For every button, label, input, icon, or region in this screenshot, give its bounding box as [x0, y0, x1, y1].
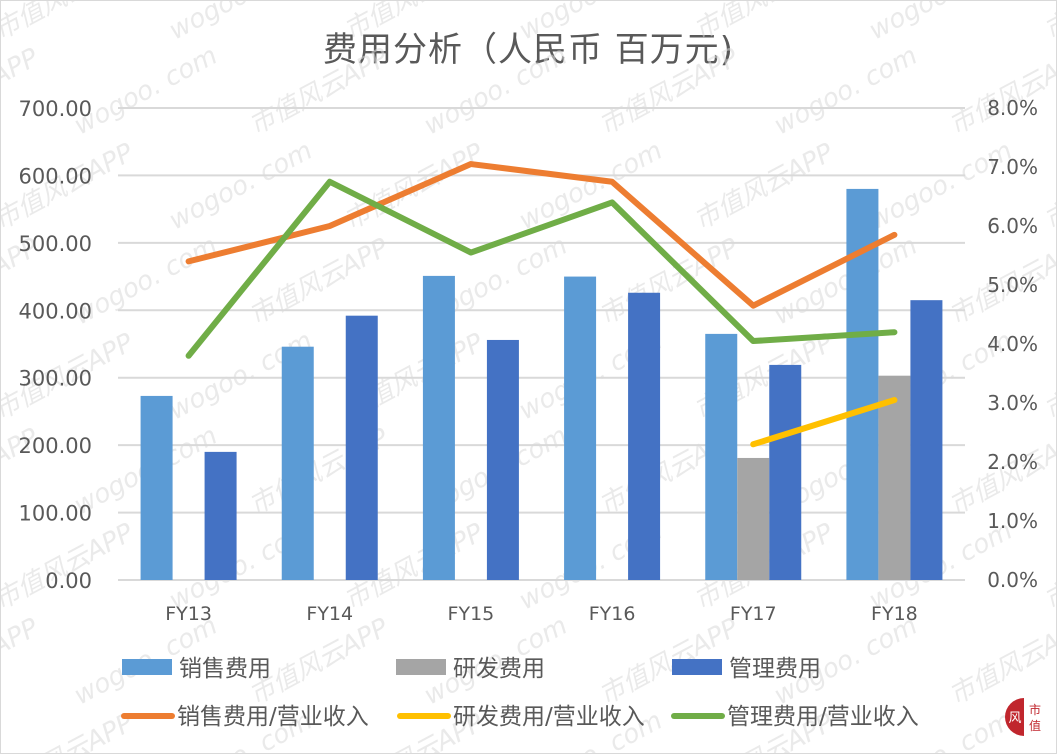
- watermark-text: 市值风云APP: [0, 0, 139, 46]
- watermark-text: wogoo. com: [514, 0, 667, 46]
- watermark-text: wogoo. com: [769, 41, 922, 141]
- svg-text:风: 风: [1008, 711, 1021, 726]
- watermark-text: 市值风云APP: [594, 43, 744, 142]
- chart-title: 费用分析（人民币 百万元): [322, 30, 735, 70]
- bar: [878, 375, 911, 580]
- y-right-tick-label: 2.0%: [987, 450, 1038, 474]
- y-axis-right: 0.0% 1.0% 2.0% 3.0% 4.0% 5.0% 6.0% 7.0% 8.0%: [987, 96, 1038, 592]
- bar: [281, 346, 314, 580]
- y-left-tick-label: 700.00: [19, 97, 92, 121]
- watermark-text: wogoo. com: [69, 231, 222, 331]
- legend-swatch: [122, 659, 172, 675]
- watermark-text: 市值风云APP: [244, 43, 394, 142]
- y-axis-left: 0.00 100.00 200.00 300.00 400.00 500.00 600.00…: [19, 97, 92, 593]
- y-right-tick-label: 8.0%: [987, 96, 1038, 120]
- legend-label: 研发费用/营业收入: [453, 704, 645, 730]
- watermark-text: wogoo. com: [864, 0, 1017, 46]
- watermark-text: wogoo. com: [419, 41, 572, 141]
- x-axis: FY13 FY14 FY15 FY16 FY17 FY18: [165, 603, 918, 625]
- bar: [345, 315, 378, 580]
- watermark-text: 市值风云APP: [689, 138, 839, 237]
- watermark-text: 市值风云APP: [1039, 328, 1057, 427]
- y-left-tick-label: 400.00: [19, 299, 92, 323]
- y-right-tick-label: 1.0%: [987, 509, 1038, 533]
- line-series-path: [185, 161, 898, 309]
- legend-label: 销售费用/营业收入: [177, 704, 369, 730]
- watermark-text: 市值风云APP: [0, 43, 44, 142]
- x-tick-label: FY18: [871, 603, 918, 625]
- legend-label: 管理费用/营业收入: [727, 704, 919, 730]
- y-right-tick-label: 7.0%: [987, 155, 1038, 179]
- y-left-tick-label: 100.00: [19, 502, 92, 526]
- x-tick-label: FY17: [730, 603, 777, 625]
- y-right-tick-label: 4.0%: [987, 332, 1038, 356]
- bar: [705, 333, 738, 580]
- watermark-text: 市值风云APP: [944, 43, 1057, 142]
- bar: [564, 276, 597, 580]
- bar: [769, 364, 802, 580]
- svg-text:值: 值: [1029, 718, 1041, 733]
- legend-label: 销售费用: [179, 656, 271, 682]
- y-left-tick-label: 300.00: [19, 367, 92, 391]
- y-left-tick-label: 500.00: [19, 232, 92, 256]
- y-left-tick-label: 200.00: [19, 434, 92, 458]
- watermark-text: 市值风云APP: [0, 518, 139, 617]
- bar: [910, 300, 943, 580]
- y-left-tick-label: 600.00: [19, 164, 92, 188]
- brand-logo-icon: 风 市 值: [1005, 698, 1041, 736]
- bar: [737, 457, 770, 580]
- legend-label: 研发费用: [453, 656, 545, 682]
- legend-swatch: [396, 659, 446, 675]
- watermark-text: wogoo. com: [164, 0, 317, 46]
- y-right-tick-label: 0.0%: [987, 568, 1038, 592]
- x-tick-label: FY16: [589, 603, 636, 625]
- watermark-text: 市值风云APP: [689, 0, 839, 46]
- x-tick-label: FY13: [165, 603, 212, 625]
- gridlines: [118, 107, 965, 581]
- watermark-text: wogoo. com: [769, 231, 922, 331]
- watermark-text: 市值风云APP: [594, 233, 744, 332]
- watermark-text: wogoo. com: [69, 41, 222, 141]
- x-tick-label: FY15: [448, 603, 495, 625]
- watermark-text: 市值风云APP: [339, 0, 489, 46]
- legend-label: 管理费用: [729, 656, 821, 682]
- bar: [140, 395, 173, 580]
- watermark-text: 市值风云APP: [0, 708, 139, 754]
- y-right-tick-label: 3.0%: [987, 391, 1038, 415]
- y-right-tick-label: 5.0%: [987, 273, 1038, 297]
- bar: [422, 275, 455, 580]
- line-series: [185, 161, 898, 448]
- watermark-text: 市值风云APP: [1039, 138, 1057, 237]
- bar: [486, 339, 519, 580]
- watermark-text: 市值风云APP: [1039, 0, 1057, 46]
- watermark-text: 市值风云APP: [1039, 518, 1057, 617]
- bar: [204, 451, 237, 580]
- legend-swatch: [672, 659, 722, 675]
- x-tick-label: FY14: [306, 603, 353, 625]
- svg-text:市: 市: [1029, 702, 1041, 717]
- y-left-tick-label: 0.00: [45, 569, 92, 593]
- watermark-text: 市值风云APP: [0, 613, 44, 712]
- bar: [628, 292, 661, 580]
- y-right-tick-label: 6.0%: [987, 214, 1038, 238]
- watermark-text: wogoo. com: [514, 136, 667, 236]
- bar-series: [140, 188, 943, 580]
- line-series-path: [185, 178, 898, 359]
- line-series-path: [750, 397, 898, 448]
